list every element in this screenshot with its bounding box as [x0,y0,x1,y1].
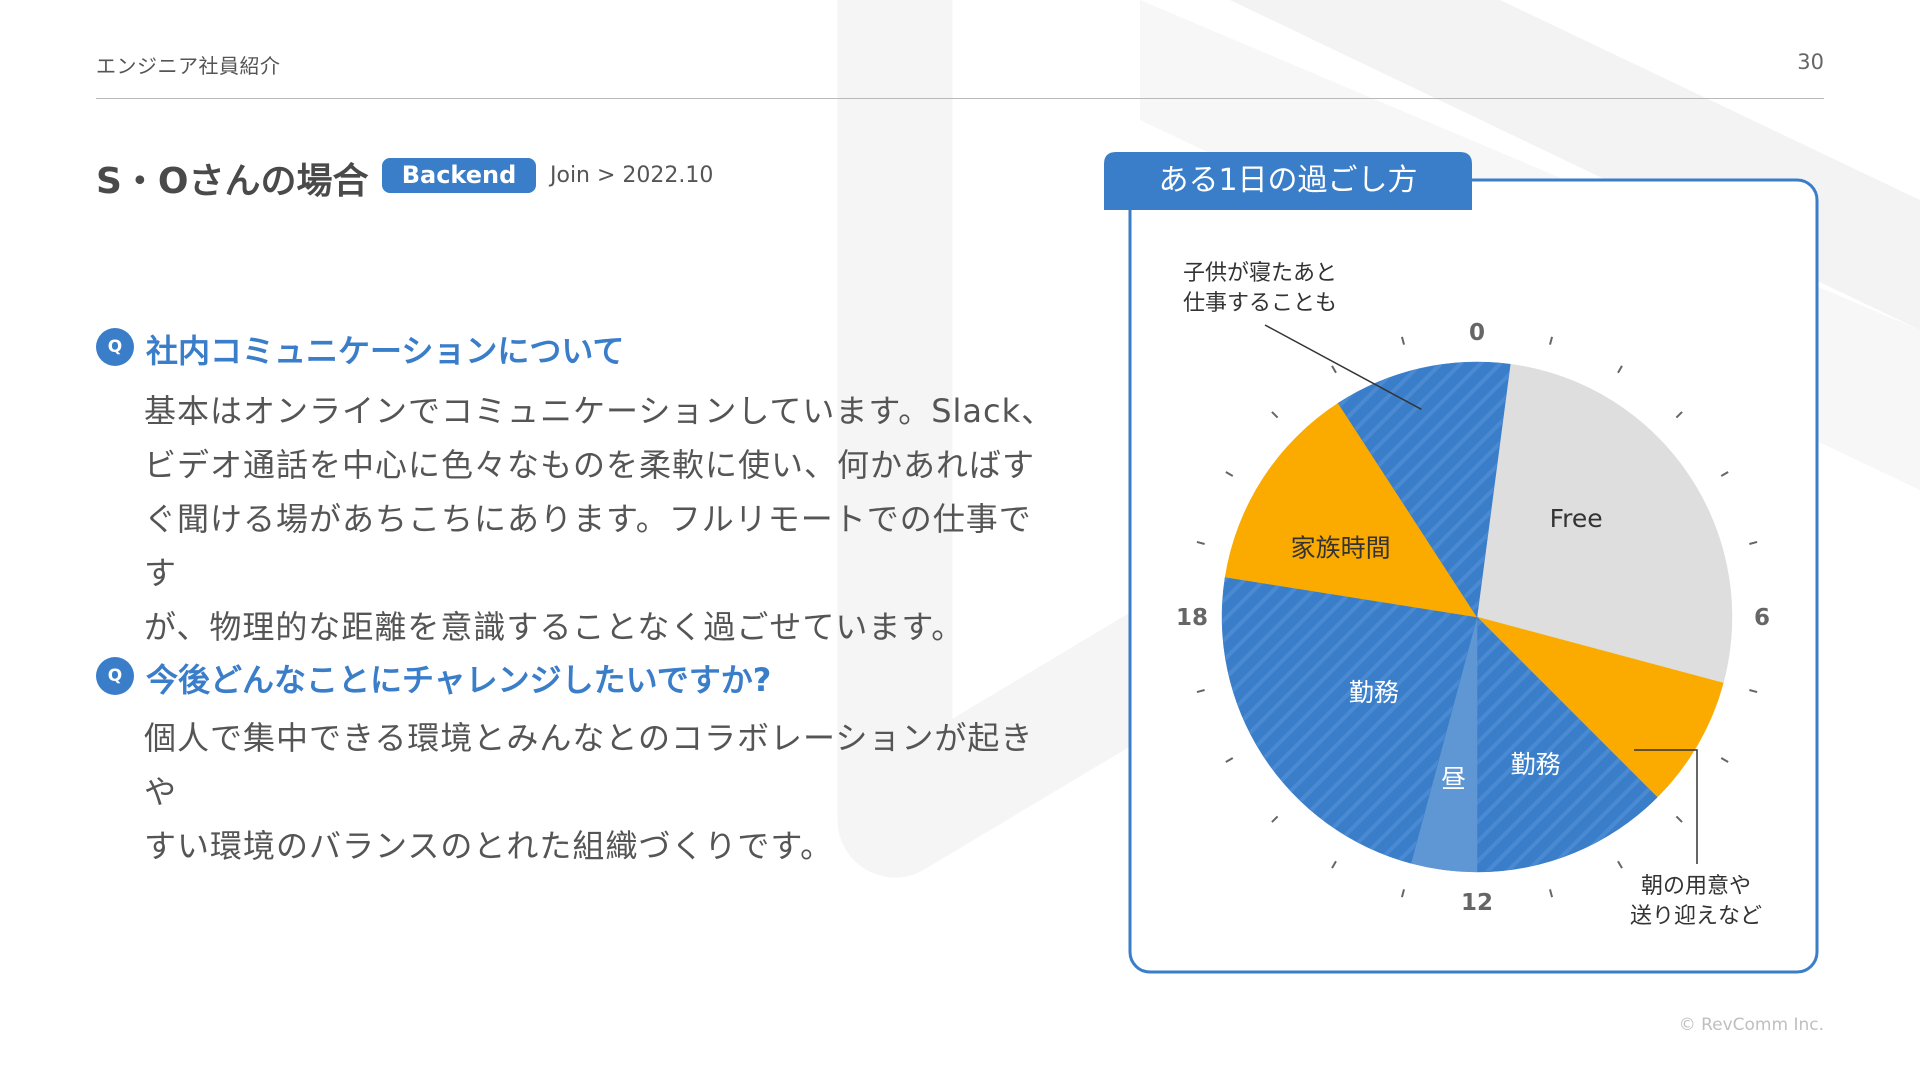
clock-tick [1617,365,1623,374]
clock-tick [1549,336,1554,345]
clock-tick [1271,411,1279,419]
header-divider [96,98,1824,99]
answer-line: すい環境のバランスのとれた組織づくりです。 [144,827,834,865]
clock-tick [1617,860,1623,869]
answer-line: 個人で集中できる環境とみんなとのコラボレーションが起きや [144,719,1034,811]
pie-slices [1221,361,1733,873]
callout-text-night-callout: 子供が寝たあと [1183,261,1337,286]
answer-line: ぐ聞ける場があちこちにあります。フルリモートでの仕事です [144,500,1032,592]
clock-hour-label: 18 [1176,605,1208,631]
question-2: 今後どんなことにチャレンジしたいですか? [146,661,772,699]
chart-title-tab [1104,152,1472,210]
clock-hour-label: 6 [1754,605,1770,631]
pie-label-free: Free [1550,504,1603,533]
clock-ticks [1196,336,1758,898]
join-date: Join > 2022.10 [550,163,714,188]
pie-slice-free [1476,363,1733,684]
clock-tick [1331,860,1337,869]
answer-2: 個人で集中できる環境とみんなとのコラボレーションが起きや すい環境のバランスのと… [144,711,1064,873]
clock-tick [1400,889,1405,898]
answer-line: 基本はオンラインでコミュニケーションしています。Slack、 [144,392,1055,430]
pie-label-family: 家族時間 [1291,534,1391,563]
section-label: エンジニア社員紹介 [96,54,281,78]
clock-tick [1749,540,1758,545]
pie-label-lunch: 昼 [1441,765,1466,794]
answer-1: 基本はオンラインでコミュニケーションしています。Slack、 ビデオ通話を中心に… [144,384,1064,654]
pie-label-work1: 勤務 [1511,750,1561,779]
clock-tick [1225,757,1234,763]
clock-tick [1400,336,1405,345]
callout-leader [1264,324,1422,410]
clock-tick [1271,815,1279,823]
page-number: 30 [1797,50,1824,74]
clock-tick [1749,689,1758,694]
copyright: © RevComm Inc. [1678,1015,1824,1035]
callout-leader [1634,749,1698,864]
question-icon: Q [96,328,134,366]
clock-tick [1675,815,1683,823]
clock-tick [1196,540,1205,545]
team-badge: Backend [382,158,536,193]
clock-hour-label: 12 [1461,890,1493,916]
question-icon: Q [96,657,134,695]
question-1: 社内コミュニケーションについて [146,332,625,370]
daily-schedule-chart: 0 6 12 18 Free 勤務昼 勤務 家族時間 子供が寝たあと仕事することも朝の用意や… [1104,152,1819,974]
pie-slice-labels: Free 勤務昼 勤務 家族時間 [1291,504,1603,794]
pie-slice-work2 [1221,576,1478,864]
pie-label-work2: 勤務 [1349,678,1399,707]
clock-hour-label: 0 [1469,320,1485,346]
pie-slice-morning [1476,616,1724,798]
chart-title: ある1日の過ごし方 [1158,163,1418,198]
profile-title: S・Oさんの場合 [96,161,369,202]
clock-tick [1331,365,1337,374]
clock-tick [1720,471,1729,477]
pie-slice-work1 [1476,616,1658,873]
clock-tick [1225,471,1234,477]
callout-text-night-callout: 仕事することも [1183,291,1337,316]
callout-text-morning-callout: 送り迎えなど [1630,904,1762,929]
answer-line: が、物理的な距離を意識することなく過ごせています。 [144,608,965,646]
callout-text-morning-callout: 朝の用意や [1641,874,1751,899]
pie-slice-night [1337,361,1511,618]
answer-line: ビデオ通話を中心に色々なものを柔軟に使い、何かあればす [144,446,1036,484]
clock-hour-labels: 0 6 12 18 [1176,320,1770,916]
pie-slice-family [1224,402,1478,618]
clock-tick [1720,757,1729,763]
clock-tick [1675,411,1683,419]
clock-tick [1196,689,1205,694]
clock-tick [1549,889,1554,898]
